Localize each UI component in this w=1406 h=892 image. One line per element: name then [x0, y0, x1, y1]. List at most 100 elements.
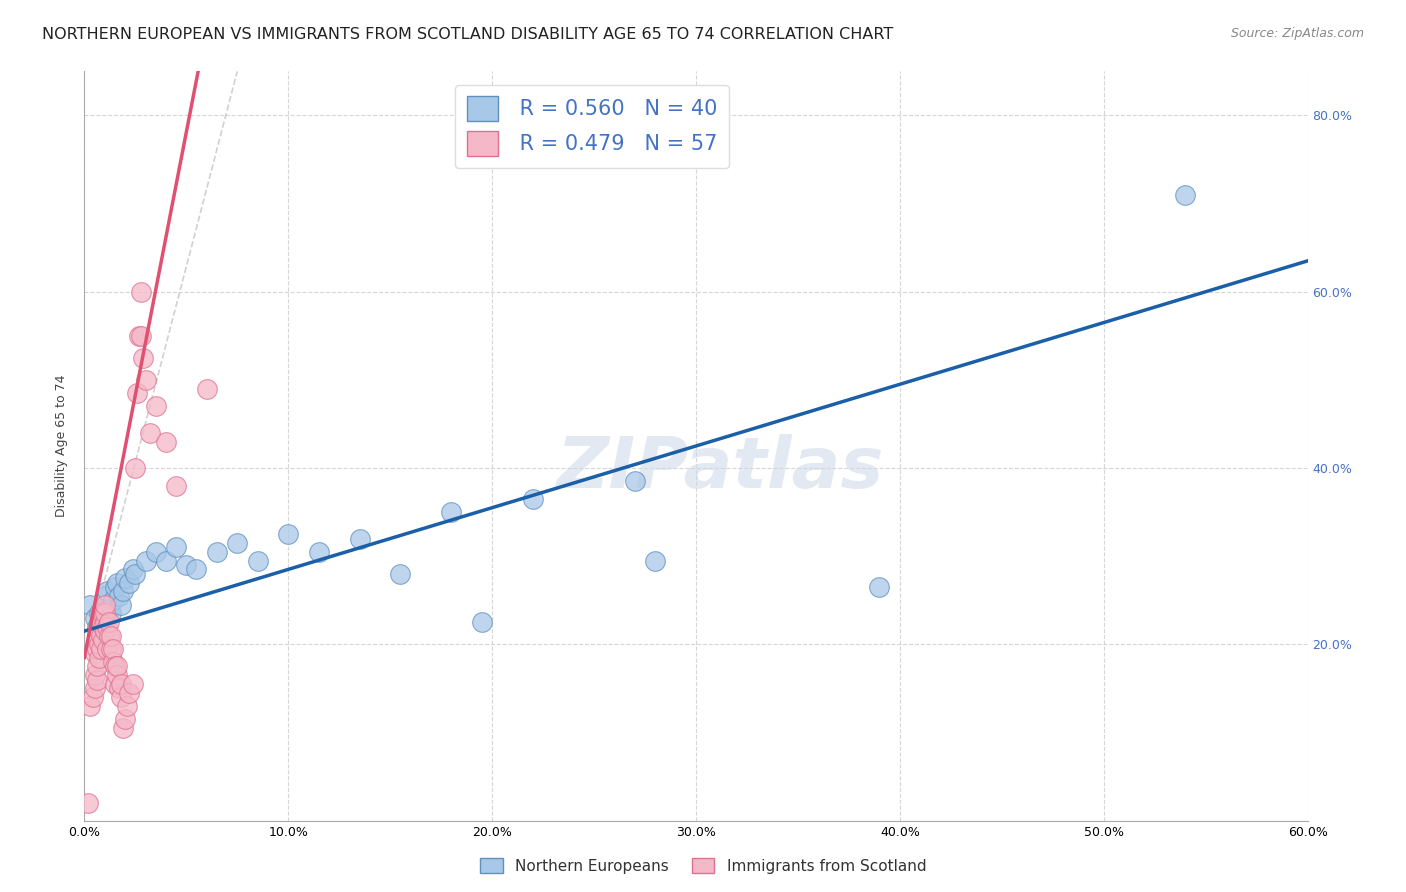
Point	[105, 659, 128, 673]
Point	[101, 655, 124, 669]
Point	[101, 641, 124, 656]
Point	[93, 598, 115, 612]
Text: ZIPatlas: ZIPatlas	[557, 434, 884, 503]
Point	[195, 382, 218, 396]
Point	[91, 607, 114, 621]
Point	[114, 712, 136, 726]
Point	[114, 571, 136, 585]
Point	[86, 659, 108, 673]
Point	[127, 386, 149, 401]
Point	[90, 628, 112, 642]
Point	[83, 646, 105, 660]
Point	[87, 650, 110, 665]
Point	[91, 602, 114, 616]
Point	[96, 584, 118, 599]
Point	[87, 637, 110, 651]
Point	[93, 615, 115, 630]
Point	[97, 628, 120, 642]
Point	[104, 659, 127, 673]
Point	[155, 434, 177, 449]
Point	[277, 527, 299, 541]
Point	[108, 681, 131, 696]
Text: NORTHERN EUROPEAN VS IMMIGRANTS FROM SCOTLAND DISABILITY AGE 65 TO 74 CORRELATIO: NORTHERN EUROPEAN VS IMMIGRANTS FROM SCO…	[42, 27, 893, 42]
Point	[115, 699, 138, 714]
Point	[86, 628, 108, 642]
Point	[122, 677, 145, 691]
Point	[93, 589, 115, 603]
Point	[90, 607, 112, 621]
Point	[79, 699, 101, 714]
Point	[389, 566, 412, 581]
Point	[124, 566, 146, 581]
Point	[97, 602, 120, 616]
Point	[174, 558, 197, 572]
Point	[86, 641, 108, 656]
Point	[90, 615, 112, 630]
Point	[135, 373, 157, 387]
Point	[135, 553, 157, 567]
Y-axis label: Disability Age 65 to 74: Disability Age 65 to 74	[55, 375, 69, 517]
Point	[82, 690, 104, 705]
Point	[124, 461, 146, 475]
Point	[79, 598, 101, 612]
Point	[118, 686, 141, 700]
Point	[101, 593, 124, 607]
Point	[87, 624, 110, 639]
Point	[110, 598, 132, 612]
Point	[145, 545, 167, 559]
Point	[122, 562, 145, 576]
Point	[104, 580, 127, 594]
Text: Source: ZipAtlas.com: Source: ZipAtlas.com	[1230, 27, 1364, 40]
Point	[100, 607, 122, 621]
Point	[105, 575, 128, 590]
Point	[83, 611, 105, 625]
Point	[91, 620, 114, 634]
Point	[86, 673, 108, 687]
Point	[349, 532, 371, 546]
Point	[1174, 187, 1197, 202]
Point	[132, 351, 155, 365]
Point	[869, 580, 891, 594]
Point	[100, 641, 122, 656]
Point	[131, 328, 153, 343]
Point	[246, 553, 269, 567]
Point	[90, 615, 112, 630]
Point	[104, 677, 127, 691]
Point	[110, 690, 132, 705]
Point	[108, 589, 131, 603]
Point	[165, 478, 187, 492]
Legend: Northern Europeans, Immigrants from Scotland: Northern Europeans, Immigrants from Scot…	[474, 852, 932, 880]
Point	[112, 584, 135, 599]
Point	[83, 668, 105, 682]
Point	[100, 628, 122, 642]
Point	[308, 545, 330, 559]
Point	[91, 632, 114, 647]
Point	[165, 541, 187, 555]
Point	[87, 615, 110, 630]
Point	[77, 796, 100, 810]
Point	[471, 615, 494, 630]
Point	[644, 553, 666, 567]
Point	[87, 607, 110, 621]
Point	[624, 475, 647, 489]
Point	[97, 615, 120, 630]
Point	[128, 328, 150, 343]
Point	[83, 681, 105, 696]
Point	[440, 505, 463, 519]
Point	[138, 425, 160, 440]
Point	[96, 620, 118, 634]
Point	[93, 624, 115, 639]
Point	[118, 575, 141, 590]
Point	[93, 607, 115, 621]
Point	[205, 545, 228, 559]
Point	[226, 536, 249, 550]
Point	[155, 553, 177, 567]
Point	[110, 677, 132, 691]
Point	[186, 562, 208, 576]
Point	[522, 491, 544, 506]
Point	[105, 668, 128, 682]
Point	[112, 721, 135, 735]
Point	[86, 620, 108, 634]
Point	[145, 400, 167, 414]
Point	[96, 641, 118, 656]
